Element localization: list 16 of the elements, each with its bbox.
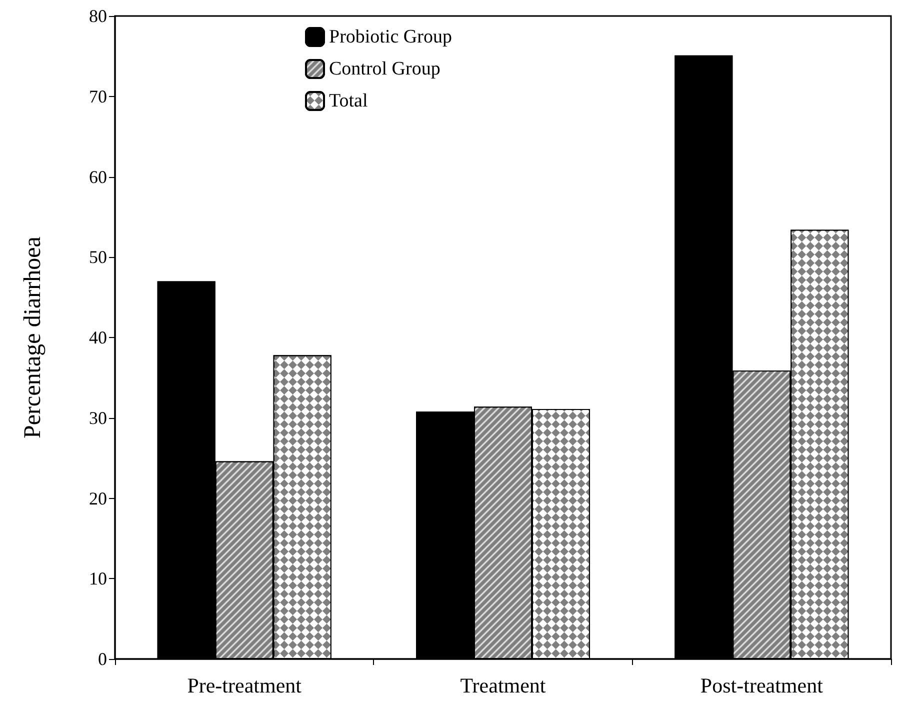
y-tick-label: 50 — [89, 247, 107, 268]
y-tick-label: 40 — [89, 328, 107, 348]
x-tick-label: Treatment — [460, 674, 546, 698]
legend-label: Control Group — [329, 58, 440, 80]
y-tick-label: 60 — [89, 166, 107, 187]
y-tick-label: 0 — [98, 649, 107, 669]
y-axis-title: Percentage diarrhoea — [20, 236, 46, 438]
y-tick-label: 70 — [89, 86, 107, 106]
x-tick-label: Pre-treatment — [187, 674, 302, 698]
x-tick-label: Post-treatment — [700, 674, 824, 698]
y-tick-label: 10 — [89, 568, 107, 589]
y-tick-label: 30 — [89, 408, 107, 428]
y-tick-label: 80 — [89, 6, 107, 26]
y-tick-label: 20 — [89, 488, 107, 508]
legend-label: Total — [329, 90, 368, 112]
legend-label: Probiotic Group — [329, 26, 452, 48]
